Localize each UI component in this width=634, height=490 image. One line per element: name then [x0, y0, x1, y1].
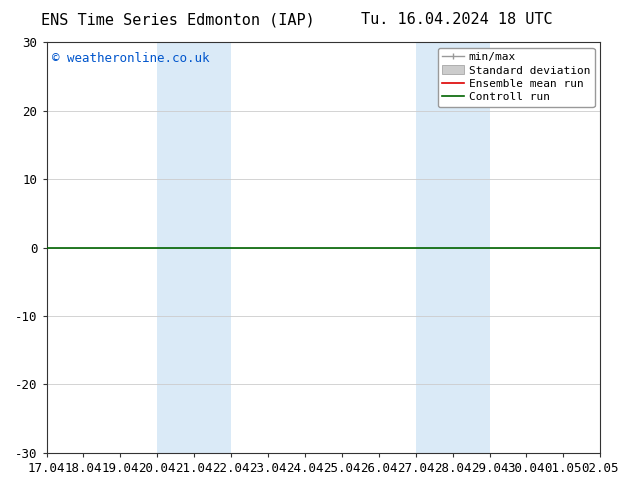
Bar [157, 42, 194, 453]
Text: © weatheronline.co.uk: © weatheronline.co.uk [52, 52, 210, 65]
Text: Tu. 16.04.2024 18 UTC: Tu. 16.04.2024 18 UTC [361, 12, 552, 27]
Bar [416, 42, 453, 453]
Bar [453, 42, 489, 453]
Text: ENS Time Series Edmonton (IAP): ENS Time Series Edmonton (IAP) [41, 12, 314, 27]
Legend: min/max, Standard deviation, Ensemble mean run, Controll run: min/max, Standard deviation, Ensemble me… [437, 48, 595, 107]
Bar [194, 42, 231, 453]
